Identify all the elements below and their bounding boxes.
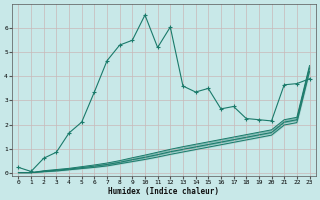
X-axis label: Humidex (Indice chaleur): Humidex (Indice chaleur) — [108, 187, 220, 196]
